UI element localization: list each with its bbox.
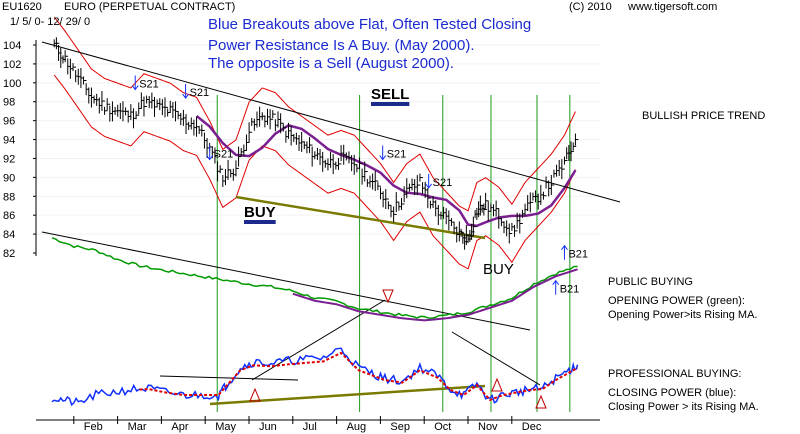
axis-ticks: 104 102 100 98 96 94 92 90 88 86 84 82 Feb Mar Apr May J…	[3, 40, 600, 433]
x-tick-label: May	[215, 421, 236, 433]
closing-power-title: CLOSING POWER (blue):	[608, 387, 737, 399]
x-tick-label: Dec	[522, 421, 542, 433]
closing-power-resistance-line	[159, 375, 299, 381]
signal-arrowhead	[182, 93, 189, 99]
x-tick-label: Mar	[128, 421, 147, 433]
y-tick-label: 96	[3, 116, 15, 128]
y-tick-label: 104	[3, 40, 21, 52]
trend-lines	[41, 41, 621, 406]
signal-label: S21	[214, 149, 234, 161]
professional-buying-title: PROFESSIONAL BUYING:	[608, 368, 742, 380]
opening-power-trend-line	[41, 231, 531, 331]
sell-label: SELL	[371, 86, 410, 103]
price-support-line	[235, 195, 486, 240]
opening-power-line	[51, 237, 578, 319]
y-tick-label: 100	[3, 78, 21, 90]
y-tick-label: 98	[3, 97, 15, 109]
signal-vertical-lines	[216, 95, 571, 412]
site-url: www.tigersoft.com	[628, 1, 718, 13]
y-tick-label: 94	[3, 135, 15, 147]
x-tick-label: Apr	[171, 421, 188, 433]
signal-arrowhead	[425, 183, 433, 189]
power-signal-arrow	[249, 387, 261, 402]
signal-arrowhead	[379, 155, 387, 161]
moving-average-line	[195, 114, 577, 228]
note-line-2: Power Resistance Is A Buy. (May 2000).	[208, 37, 475, 54]
copyright: (C) 2010	[569, 1, 612, 13]
signal-label: S21	[433, 177, 453, 189]
y-tick-label: 102	[3, 59, 21, 71]
signal-label: B21	[560, 284, 580, 296]
signal-arrowhead	[561, 244, 568, 251]
opening-power-ma-line	[292, 268, 578, 322]
signal-arrowhead	[206, 155, 214, 161]
upper-band	[53, 16, 576, 212]
y-tick-label: 84	[3, 229, 15, 241]
signal-label: S21	[387, 149, 407, 161]
y-tick-label: 90	[3, 172, 15, 184]
opening-power-title: OPENING POWER (green):	[608, 295, 745, 307]
y-tick-label: 86	[3, 210, 15, 222]
signal-arrowhead	[131, 85, 139, 91]
price-downtrend-line	[41, 41, 621, 203]
ticker-label: EU1620	[2, 1, 42, 13]
lower-band	[53, 74, 576, 270]
public-buying-title: PUBLIC BUYING	[608, 276, 693, 288]
power-signal-arrow	[382, 289, 394, 304]
note-line-3: The opposite is a Sell (August 2000).	[208, 55, 454, 72]
contract-name: EURO (PERPETUAL CONTRACT)	[64, 1, 236, 13]
x-tick-label: Nov	[478, 421, 498, 433]
date-range: 1/ 5/ 0- 12/ 29/ 0	[10, 16, 91, 28]
power-signal-arrow	[491, 377, 503, 392]
note-line-1: Blue Breakouts above Flat, Often Tested …	[208, 16, 532, 33]
y-tick-label: 82	[3, 248, 15, 260]
signal-arrowhead	[552, 279, 560, 286]
x-tick-label: Oct	[434, 421, 451, 433]
closing-power-desc: Closing Power > its Rising MA.	[608, 401, 759, 413]
price-bars	[53, 37, 579, 250]
opening-power-desc: Opening Power>its Rising MA.	[608, 309, 758, 321]
x-tick-label: Feb	[84, 421, 103, 433]
price-bands	[53, 16, 577, 270]
closing-power-down-line	[451, 331, 541, 386]
x-tick-label: Jul	[303, 421, 317, 433]
x-tick-label: Aug	[347, 421, 367, 433]
signal-label: B21	[568, 249, 588, 261]
x-tick-label: Sep	[390, 421, 410, 433]
power-signal-arrow	[535, 394, 547, 409]
signal-label: S21	[139, 79, 159, 91]
buy-label-may: BUY	[244, 204, 276, 221]
signal-marks: S21 S21 S21 S21 S21 B21 B21	[131, 75, 588, 409]
trend-label: BULLISH PRICE TREND	[642, 110, 766, 122]
power-indicators	[51, 237, 579, 407]
x-tick-label: Jun	[259, 421, 277, 433]
buy-label-oct: BUY	[483, 261, 514, 278]
y-tick-label: 88	[3, 191, 15, 203]
signal-label: S21	[190, 87, 210, 99]
y-tick-label: 92	[3, 153, 15, 165]
